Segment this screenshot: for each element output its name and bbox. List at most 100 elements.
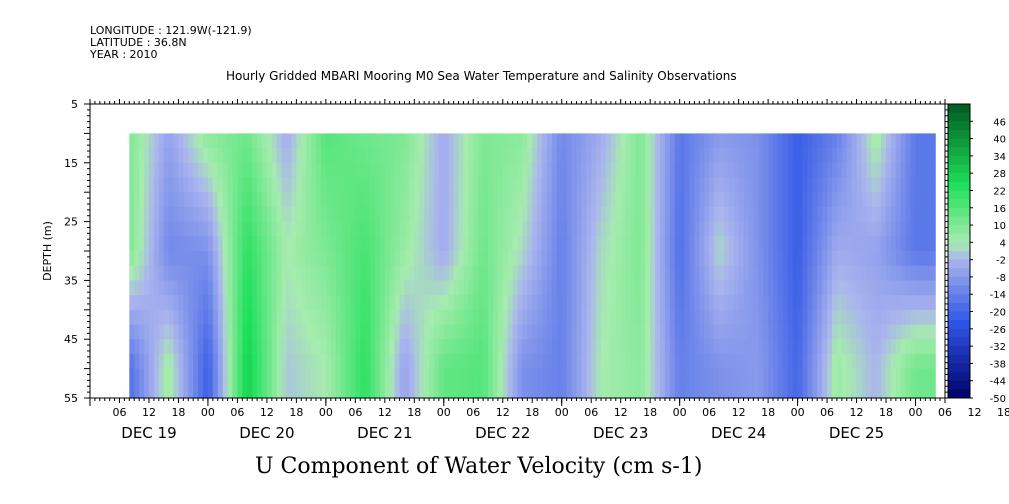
heatmap-cell xyxy=(311,309,317,326)
heatmap-cell xyxy=(394,353,401,370)
heatmap-cell xyxy=(581,339,587,355)
heatmap-cell xyxy=(890,177,897,193)
heatmap-cell xyxy=(537,383,543,399)
heatmap-cell xyxy=(836,206,843,223)
heatmap-cell xyxy=(340,177,347,193)
heatmap-cell xyxy=(468,221,474,237)
heatmap-cell xyxy=(478,133,484,149)
heatmap-cell xyxy=(384,324,391,340)
heatmap-cell xyxy=(704,251,710,267)
heatmap-cell xyxy=(301,383,307,399)
heatmap-cell xyxy=(738,148,745,164)
heatmap-cell xyxy=(379,133,386,149)
heatmap-cell xyxy=(222,177,229,193)
heatmap-cell xyxy=(566,162,573,179)
heatmap-cell xyxy=(645,324,651,340)
heatmap-cell xyxy=(817,206,823,223)
heatmap-cell xyxy=(399,162,406,179)
heatmap-cell xyxy=(876,324,882,340)
heatmap-cell xyxy=(414,221,420,237)
heatmap-cell xyxy=(542,265,548,281)
heatmap-cell xyxy=(433,236,440,252)
heatmap-cell xyxy=(871,353,877,370)
heatmap-cell xyxy=(153,162,160,179)
heatmap-cell xyxy=(655,309,661,326)
heatmap-cell xyxy=(605,192,612,208)
heatmap-cell xyxy=(714,339,720,355)
heatmap-cell xyxy=(620,148,627,164)
heatmap-cell xyxy=(252,368,258,384)
heatmap-cell xyxy=(768,383,774,399)
heatmap-cell xyxy=(488,309,494,326)
heatmap-cell xyxy=(930,192,936,208)
colorbar-bin xyxy=(948,320,970,330)
heatmap-cell xyxy=(650,221,656,237)
heatmap-cell xyxy=(876,148,882,164)
heatmap-cell xyxy=(212,383,219,399)
heatmap-cell xyxy=(193,280,199,296)
heatmap-cell xyxy=(610,368,617,384)
heatmap-cell xyxy=(325,133,332,149)
heatmap-cell xyxy=(527,192,533,208)
heatmap-cell xyxy=(905,265,912,281)
heatmap-cell xyxy=(365,295,371,311)
heatmap-cell xyxy=(448,236,455,252)
heatmap-cell xyxy=(394,162,401,179)
heatmap-cell xyxy=(542,206,548,223)
heatmap-cell xyxy=(360,309,366,326)
heatmap-cell xyxy=(153,295,160,311)
colorbar-bin xyxy=(948,207,970,217)
heatmap-cell xyxy=(743,368,750,384)
heatmap-cell xyxy=(409,162,415,179)
heatmap-cell xyxy=(424,368,430,384)
heatmap-cell xyxy=(419,383,425,399)
heatmap-cell xyxy=(910,148,917,164)
heatmap-cell xyxy=(660,339,666,355)
heatmap-cell xyxy=(271,177,278,193)
heatmap-cell xyxy=(679,353,686,370)
heatmap-cell xyxy=(286,353,293,370)
heatmap-cell xyxy=(139,221,145,237)
heatmap-cell xyxy=(203,280,209,296)
heatmap-cell xyxy=(379,353,386,370)
heatmap-cell xyxy=(458,368,465,384)
heatmap-cell xyxy=(252,236,258,252)
heatmap-cell xyxy=(173,177,180,193)
heatmap-cell xyxy=(576,368,582,384)
heatmap-cell xyxy=(827,265,833,281)
heatmap-cell xyxy=(271,383,278,399)
heatmap-cell xyxy=(915,206,922,223)
heatmap-cell xyxy=(429,251,435,267)
heatmap-cell xyxy=(763,133,769,149)
heatmap-cell xyxy=(866,383,872,399)
heatmap-cell xyxy=(281,206,288,223)
heatmap-cell xyxy=(782,251,789,267)
heatmap-cell xyxy=(610,251,617,267)
heatmap-cell xyxy=(851,148,858,164)
heatmap-cell xyxy=(370,324,376,340)
heatmap-cell xyxy=(473,162,479,179)
heatmap-cell xyxy=(846,251,853,267)
heatmap-cell xyxy=(753,324,759,340)
heatmap-cell xyxy=(193,383,199,399)
heatmap-cell xyxy=(517,148,524,164)
heatmap-cell xyxy=(433,295,440,311)
heatmap-cell xyxy=(777,162,784,179)
heatmap-cell xyxy=(787,251,794,267)
heatmap-cell xyxy=(217,162,224,179)
heatmap-cell xyxy=(807,383,813,399)
heatmap-cell xyxy=(419,133,425,149)
heatmap-cell xyxy=(193,295,199,311)
heatmap-cell xyxy=(178,295,184,311)
heatmap-cell xyxy=(173,353,180,370)
heatmap-cell xyxy=(139,236,145,252)
heatmap-cell xyxy=(556,309,563,326)
heatmap-cell xyxy=(773,251,779,267)
heatmap-cell xyxy=(930,368,936,384)
heatmap-cell xyxy=(645,133,651,149)
heatmap-cell xyxy=(139,251,145,267)
heatmap-cell xyxy=(488,295,494,311)
heatmap-cell xyxy=(158,324,165,340)
heatmap-cell xyxy=(841,162,848,179)
heatmap-cell xyxy=(375,221,381,237)
